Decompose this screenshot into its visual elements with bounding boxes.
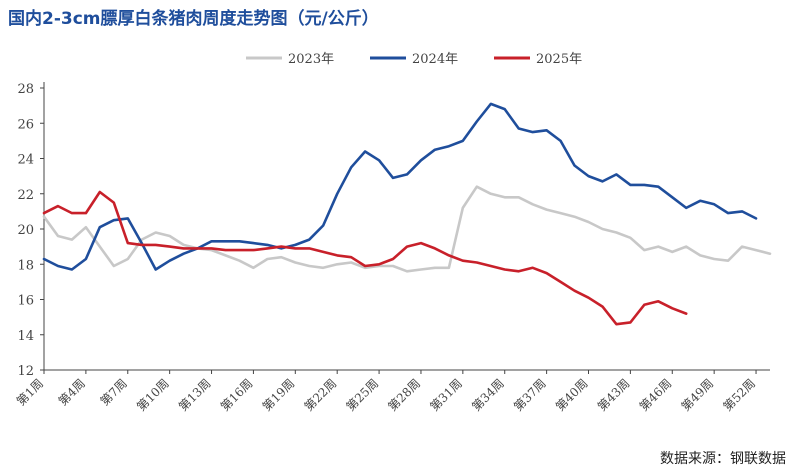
x-tick-label: 第52周 [720, 376, 758, 414]
series-line-3 [42, 190, 688, 326]
x-tick-label: 第28周 [385, 376, 423, 414]
chart-title: 国内2-3cm膘厚白条猪肉周度走势图（元/公斤） [8, 9, 379, 29]
series-line-2 [42, 102, 758, 271]
x-tick-label: 第40周 [553, 376, 591, 414]
x-tick-label: 第19周 [260, 376, 298, 414]
x-tick-label: 第4周 [56, 376, 88, 408]
x-tick-label: 第43周 [595, 376, 633, 414]
x-tick-label: 第31周 [427, 376, 465, 414]
x-tick-label: 第13周 [176, 376, 214, 414]
series-line-1 [42, 185, 772, 273]
x-tick-label: 第1周 [14, 376, 46, 408]
y-tick-label: 24 [17, 153, 34, 168]
x-tick-label: 第49周 [679, 376, 717, 414]
y-tick-label: 22 [17, 188, 34, 203]
legend: 2023年 2024年 2025年 [246, 52, 582, 67]
x-tick-label: 第37周 [511, 376, 549, 414]
legend-label: 2024年 [412, 52, 458, 67]
x-tick-label: 第7周 [98, 376, 130, 408]
y-tick-label: 16 [17, 294, 34, 309]
x-axis-ticks: 第1周 第4周 第7周 第10周 第13周 第16周 第19周 第22周 第25周 第28周 第31… [14, 370, 758, 414]
y-tick-label: 12 [17, 364, 34, 379]
y-tick-label: 26 [17, 117, 34, 132]
x-tick-label: 第22周 [302, 376, 340, 414]
x-tick-label: 第46周 [637, 376, 675, 414]
y-tick-label: 28 [17, 82, 34, 97]
x-tick-label: 第10周 [134, 376, 172, 414]
x-tick-label: 第34周 [469, 376, 507, 414]
y-tick-label: 20 [17, 223, 34, 238]
x-tick-label: 第25周 [344, 376, 382, 414]
y-axis-ticks: 12 14 16 18 20 22 24 26 28 [17, 82, 44, 379]
y-tick-label: 14 [17, 329, 34, 344]
series-lines [42, 102, 772, 326]
legend-label: 2025年 [536, 52, 582, 67]
x-tick-label: 第16周 [218, 376, 256, 414]
source-note: 数据来源：钢联数据 [660, 451, 786, 467]
chart-axes [43, 82, 770, 371]
y-tick-label: 18 [17, 258, 34, 273]
legend-label: 2023年 [288, 52, 334, 67]
